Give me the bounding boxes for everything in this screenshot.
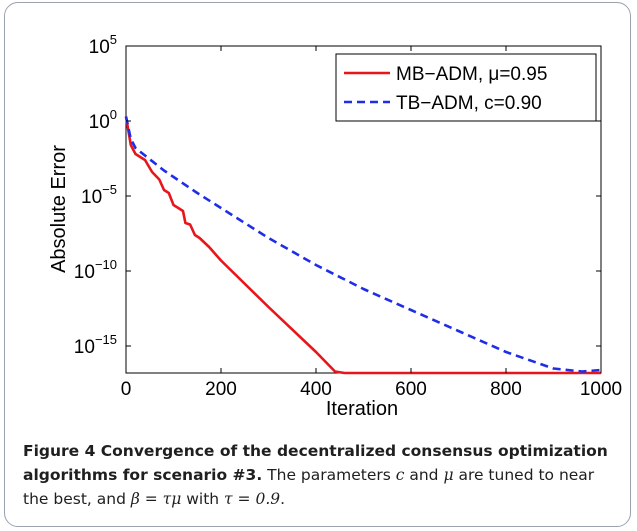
x-tick-label: 0: [121, 379, 132, 400]
series-line-tb-adm: [124, 116, 602, 373]
legend-label-mb-adm: MB−ADM, μ=0.95: [396, 64, 547, 85]
legend-box: [335, 53, 597, 122]
caption-text-2: and: [404, 466, 444, 484]
x-tick-label: 1000: [580, 379, 622, 400]
caption-param-c: c: [395, 466, 405, 484]
figure-card: 0 200 400 600 800 1000 105 100 10−5 10−10 10−15 It…: [4, 2, 631, 527]
x-tick-label: 800: [490, 379, 522, 400]
figure-caption: Figure 4 Convergence of the decentralize…: [23, 439, 623, 511]
caption-text-3: are tuned to near the best, and: [23, 466, 595, 508]
x-tick-label: 200: [205, 379, 237, 400]
convergence-chart: 0 200 400 600 800 1000 105 100 10−5 10−10 10−15 It…: [48, 32, 622, 420]
y-tick-label: 10−5: [81, 182, 117, 208]
caption-text-1: The parameters: [262, 466, 396, 484]
caption-text-4: with: [181, 490, 225, 508]
y-axis-label: Absolute Error: [48, 145, 70, 273]
x-tick-label: 400: [300, 379, 332, 400]
caption-formula: β = τμ: [130, 490, 182, 508]
legend-label-tb-adm: TB−ADM, c=0.90: [396, 93, 542, 114]
caption-text-5: .: [280, 490, 286, 508]
y-tick-label: 10−10: [74, 257, 117, 283]
y-tick-label: 10−15: [74, 332, 117, 358]
y-tick-label: 105: [89, 32, 117, 58]
caption-param-mu: μ: [443, 466, 454, 484]
series-line-mb-adm: [124, 116, 601, 375]
caption-title: Figure 4 Convergence of the decentralize…: [23, 442, 608, 484]
y-tick-label: 100: [89, 107, 117, 133]
x-axis-label: Iteration: [326, 398, 398, 420]
caption-tau: τ = 0.9: [224, 490, 281, 508]
legend: MB−ADM, μ=0.95 TB−ADM, c=0.90: [335, 53, 597, 122]
x-tick-label: 600: [395, 379, 427, 400]
